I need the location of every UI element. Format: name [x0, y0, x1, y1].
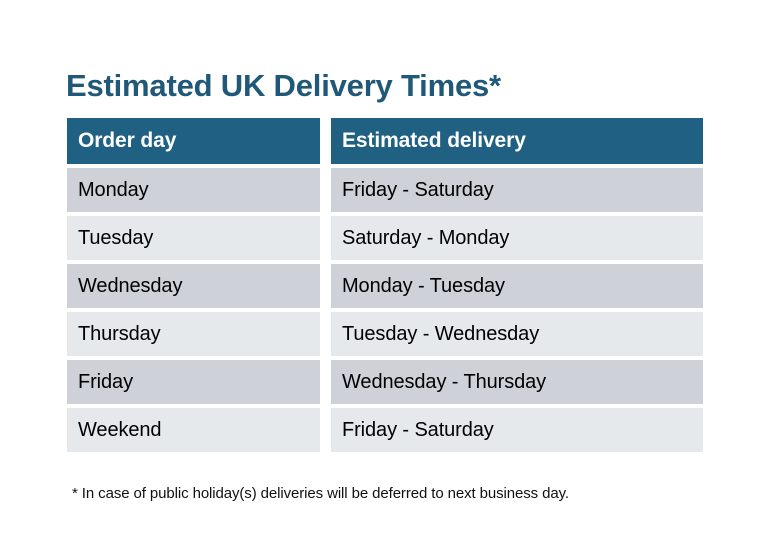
- table-row: Tuesday Saturday - Monday: [67, 216, 703, 260]
- footnote-text: * In case of public holiday(s) deliverie…: [72, 485, 569, 502]
- table-row: Weekend Friday - Saturday: [67, 408, 703, 452]
- table-row: Monday Friday - Saturday: [67, 168, 703, 212]
- cell-order-day: Thursday: [67, 312, 320, 356]
- cell-estimated-delivery: Tuesday - Wednesday: [331, 312, 703, 356]
- cell-estimated-delivery: Friday - Saturday: [331, 408, 703, 452]
- table-header-row: Order day Estimated delivery: [67, 118, 703, 164]
- cell-estimated-delivery: Wednesday - Thursday: [331, 360, 703, 404]
- cell-estimated-delivery: Saturday - Monday: [331, 216, 703, 260]
- cell-order-day: Wednesday: [67, 264, 320, 308]
- column-header-estimated-delivery: Estimated delivery: [331, 118, 703, 164]
- cell-order-day: Friday: [67, 360, 320, 404]
- page-title: Estimated UK Delivery Times*: [66, 67, 501, 103]
- cell-order-day: Weekend: [67, 408, 320, 452]
- table-row: Friday Wednesday - Thursday: [67, 360, 703, 404]
- delivery-times-table: Order day Estimated delivery Monday Frid…: [67, 118, 703, 452]
- cell-estimated-delivery: Monday - Tuesday: [331, 264, 703, 308]
- table-row: Wednesday Monday - Tuesday: [67, 264, 703, 308]
- table-row: Thursday Tuesday - Wednesday: [67, 312, 703, 356]
- cell-order-day: Tuesday: [67, 216, 320, 260]
- column-header-order-day: Order day: [67, 118, 320, 164]
- cell-order-day: Monday: [67, 168, 320, 212]
- cell-estimated-delivery: Friday - Saturday: [331, 168, 703, 212]
